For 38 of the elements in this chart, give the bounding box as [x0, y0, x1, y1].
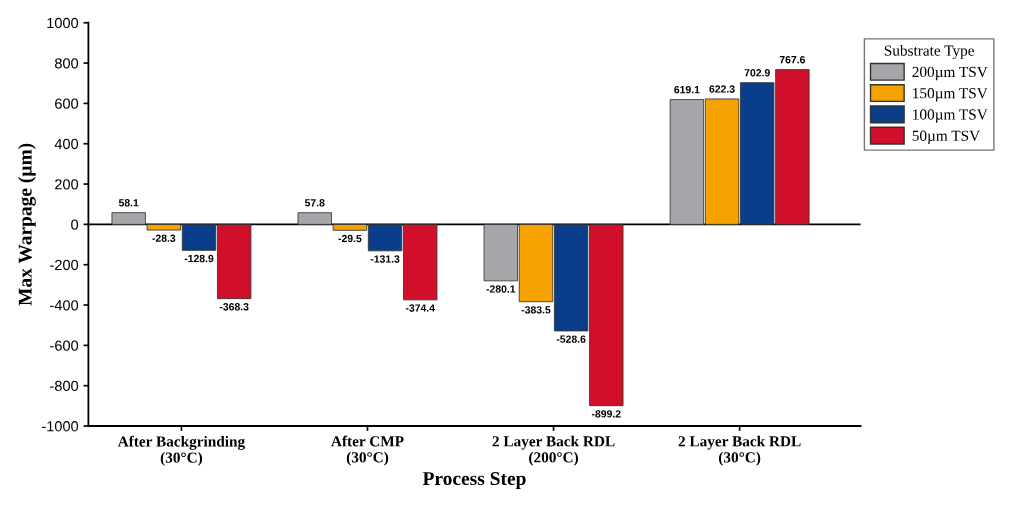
data-label: -29.5: [338, 234, 362, 243]
y-tick-label: 0: [71, 219, 79, 230]
y-tick-label: 800: [54, 58, 79, 69]
data-label: -280.1: [486, 285, 516, 293]
data-label: -368.3: [219, 303, 249, 311]
legend-label: 100µm TSV: [913, 109, 988, 123]
data-label: 622.3: [709, 85, 735, 93]
x-tick-label: 2 Layer Back RDL (30°C): [678, 435, 801, 466]
y-tick-label: -200: [50, 259, 79, 271]
y-tick-label: -400: [50, 300, 79, 311]
data-label: 58.1: [118, 199, 139, 207]
data-label: -131.3: [370, 255, 400, 263]
legend-title: Substrate Type: [884, 44, 974, 59]
y-tick-label: -600: [50, 340, 79, 351]
data-label: -28.3: [152, 234, 176, 242]
y-tick-label: 400: [54, 138, 79, 150]
data-label: -374.4: [405, 304, 435, 312]
y-tick-label: -1000: [42, 421, 79, 432]
y-tick-label: 200: [55, 179, 79, 190]
y-tick-label: 600: [55, 98, 79, 109]
legend-label: 200µm TSV: [912, 66, 988, 81]
legend-label: 150µm TSV: [913, 88, 988, 102]
y-tick-label: 1000: [47, 17, 79, 29]
y-tick-label: -800: [50, 380, 79, 392]
data-label: 619.1: [674, 85, 700, 94]
data-label: 702.9: [744, 69, 770, 77]
data-label: -528.6: [556, 335, 586, 343]
x-tick-label: 2 Layer Back RDL (200°C): [492, 435, 615, 466]
x-axis-title: Process Step: [422, 472, 526, 490]
data-label: -383.5: [521, 306, 551, 314]
data-label: 57.8: [304, 199, 325, 207]
data-label: 767.6: [779, 56, 806, 64]
y-axis-title: Max Warpage (µm): [18, 143, 36, 306]
data-label: -128.9: [184, 254, 214, 263]
x-tick-label: After Backgrinding (30°C): [117, 435, 246, 466]
data-label: -899.2: [591, 410, 621, 418]
legend-label: 50µm TSV: [912, 130, 980, 145]
x-tick-label: After CMP (30°C): [331, 435, 404, 466]
